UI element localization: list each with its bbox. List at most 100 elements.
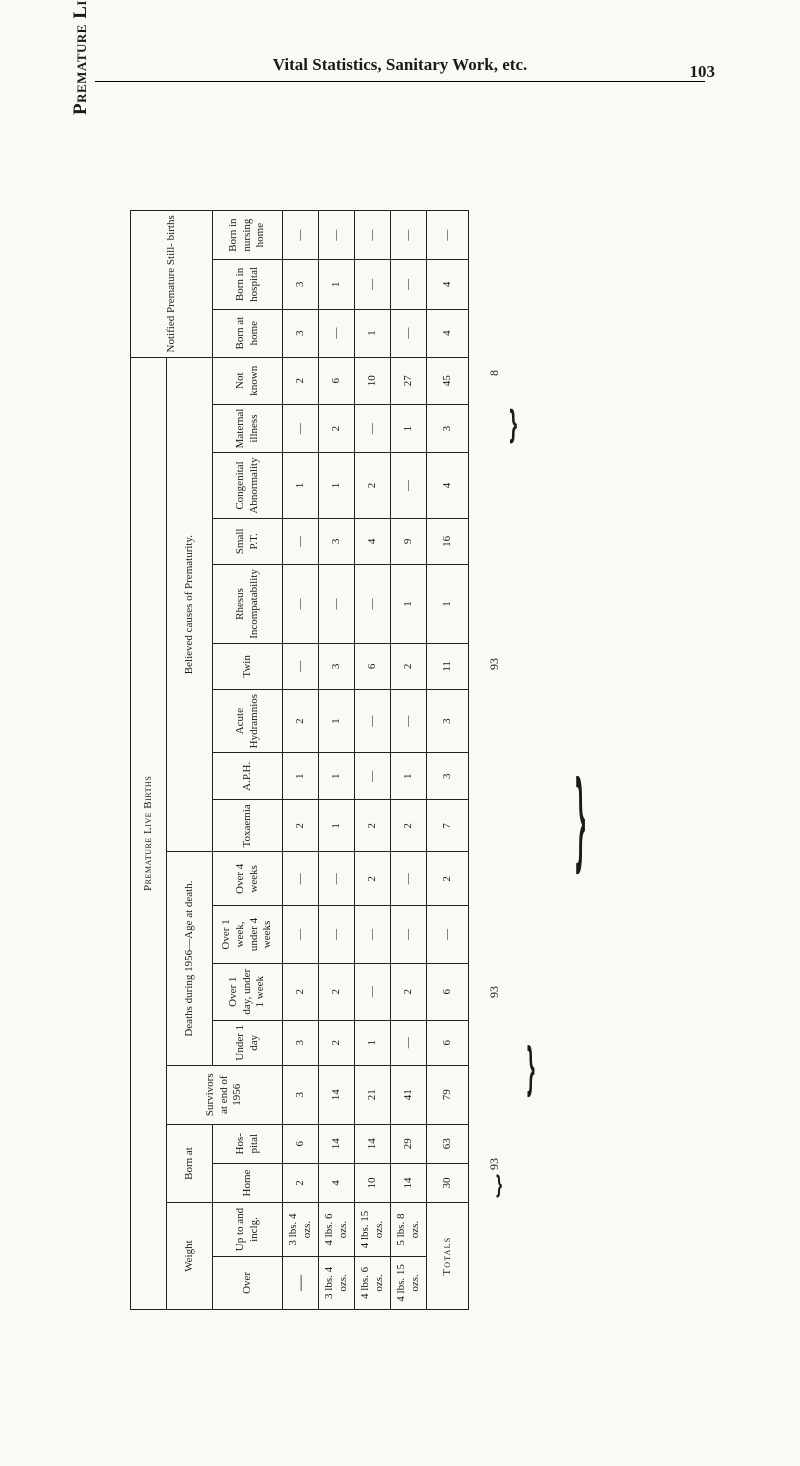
cell: 4 — [427, 453, 469, 518]
cell: 14 — [391, 1163, 427, 1203]
cell: — — [355, 689, 391, 752]
hdr-d-o1w: Over 1 week, under 4 weeks — [213, 906, 283, 963]
cell: 2 — [283, 800, 319, 852]
cell: — — [355, 211, 391, 260]
hdr-notified-stillbirths: Notified Premature Still- births — [131, 211, 213, 358]
brace-icon: ⏟ — [540, 774, 583, 876]
cell: 7 — [427, 800, 469, 852]
cell: 4 lbs. 15 ozs. — [391, 1256, 427, 1309]
cell: 29 — [391, 1124, 427, 1163]
hdr-acute-hyd: Acute Hydramnios — [213, 689, 283, 752]
cell: 16 — [427, 518, 469, 565]
cell: — — [391, 1020, 427, 1065]
cell: — — [283, 643, 319, 689]
cell: 3 — [427, 689, 469, 752]
brace-8-stillbirths: 8 — [487, 370, 502, 376]
hdr-sb-hosp: Born in hospital — [213, 260, 283, 309]
cell: 4 — [427, 309, 469, 357]
hdr-toxaemia: Toxaemia — [213, 800, 283, 852]
cell: 6 — [427, 963, 469, 1020]
hdr-d-o4w: Over 4 weeks — [213, 852, 283, 906]
cell: 41 — [391, 1065, 427, 1124]
brace-icon: ⏟ — [480, 408, 515, 444]
hdr-deaths: Deaths during 1956—Age at death. — [167, 852, 213, 1065]
table-row: 4 lbs. 6 ozs. 4 lbs. 15 ozs. 10 14 21 1 … — [355, 211, 391, 1310]
hdr-sb-home: Born at home — [213, 309, 283, 357]
cell: — — [283, 1256, 319, 1309]
cell: 1 — [319, 753, 355, 800]
cell: 6 — [283, 1124, 319, 1163]
cell: 2 — [319, 1020, 355, 1065]
brace-93-born-at: 93 — [487, 1158, 502, 1170]
cell: — — [355, 753, 391, 800]
cell: — — [319, 906, 355, 963]
hdr-hospital: Hos- pital — [213, 1124, 283, 1163]
cell: — — [391, 211, 427, 260]
cell: 4 lbs. 6 ozs. — [319, 1203, 355, 1257]
brace-93-deaths: 93 — [487, 986, 502, 998]
cell: 6 — [355, 643, 391, 689]
cell: 3 — [427, 753, 469, 800]
cell: 45 — [427, 357, 469, 404]
totals-label: Totals — [427, 1203, 469, 1310]
cell: — — [355, 404, 391, 453]
cell: 27 — [391, 357, 427, 404]
hdr-causes: Believed causes of Prematurity. — [167, 357, 213, 852]
cell: — — [391, 260, 427, 309]
running-head: Vital Statistics, Sanitary Work, etc. — [0, 55, 800, 75]
cell: 1 — [319, 800, 355, 852]
cell: 2 — [427, 852, 469, 906]
cell: 21 — [355, 1065, 391, 1124]
cell: 1 — [427, 565, 469, 644]
hdr-survivors: Survivors at end of 1956 — [167, 1065, 283, 1124]
cell: 3 — [283, 309, 319, 357]
hdr-sb-nh: Born in nursing home — [213, 211, 283, 260]
cell: — — [355, 565, 391, 644]
brace-icon: ⏟ — [472, 1174, 500, 1198]
cell: 1 — [391, 753, 427, 800]
hdr-d-o1d: Over 1 day, under 1 week — [213, 963, 283, 1020]
cell: 14 — [355, 1124, 391, 1163]
hdr-rhesus: Rhesus Incompatability — [213, 565, 283, 644]
hdr-twin: Twin — [213, 643, 283, 689]
cell: — — [391, 309, 427, 357]
cell: — — [355, 906, 391, 963]
vertical-heading: Premature Live and Stillbirths Registere… — [70, 0, 92, 185]
cell: 1 — [355, 309, 391, 357]
cell: 2 — [283, 1163, 319, 1203]
brace-93-causes: 93 — [487, 658, 502, 670]
cell: 2 — [283, 963, 319, 1020]
cell: — — [283, 906, 319, 963]
hdr-d-u1d: Under 1 day — [213, 1020, 283, 1065]
cell: 1 — [355, 1020, 391, 1065]
cell: — — [319, 852, 355, 906]
hdr-small-pt: Small P.T. — [213, 518, 283, 565]
cell: 14 — [319, 1124, 355, 1163]
table-row: 3 lbs. 4 ozs. 4 lbs. 6 ozs. 4 14 14 2 2 … — [319, 211, 355, 1310]
cell: 11 — [427, 643, 469, 689]
cell: 3 lbs. 4 ozs. — [319, 1256, 355, 1309]
hdr-aph: A.P.H. — [213, 753, 283, 800]
cell: 3 — [319, 643, 355, 689]
cell: — — [319, 565, 355, 644]
cell: 3 — [283, 1065, 319, 1124]
cell: 2 — [355, 852, 391, 906]
cell: — — [319, 211, 355, 260]
cell: 3 lbs. 4 ozs. — [283, 1203, 319, 1257]
rotated-table-wrapper: Premature Live Births Notified Premature… — [130, 210, 529, 1310]
table-row: — 3 lbs. 4 ozs. 2 6 3 3 2 — — 2 1 2 — — … — [283, 211, 319, 1310]
brace-icon: ⏟ — [497, 1044, 533, 1098]
cell: 10 — [355, 357, 391, 404]
cell: 10 — [355, 1163, 391, 1203]
cell: 3 — [319, 518, 355, 565]
totals-row: Totals 30 63 79 6 6 — 2 7 3 3 11 1 16 4 … — [427, 211, 469, 1310]
hdr-not-known: Not known — [213, 357, 283, 404]
cell: — — [283, 518, 319, 565]
cell: — — [427, 906, 469, 963]
cell: 3 — [427, 404, 469, 453]
hdr-weight-over: Over — [213, 1256, 283, 1309]
cell: 6 — [427, 1020, 469, 1065]
cell: 5 lbs. 8 ozs. — [391, 1203, 427, 1257]
cell: 4 — [319, 1163, 355, 1203]
page-number: 103 — [690, 62, 716, 82]
